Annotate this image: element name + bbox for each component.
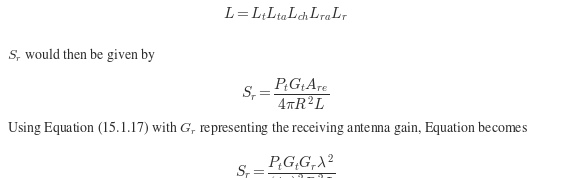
Text: Using Equation (15.1.17) with $G_r$ representing the receiving antenna gain, Equ: Using Equation (15.1.17) with $G_r$ repr… — [7, 119, 528, 137]
Text: $S_r$ would then be given by: $S_r$ would then be given by — [7, 46, 156, 64]
Text: $S_r = \dfrac{P_t G_t A_{re}}{4\pi R^2 L}$: $S_r = \dfrac{P_t G_t A_{re}}{4\pi R^2 L… — [242, 75, 329, 112]
Text: $L = L_t L_{ta} L_{ch} L_{ra} L_r$: $L = L_t L_{ta} L_{ch} L_{ra} L_r$ — [223, 5, 348, 23]
Text: $S_r = \dfrac{P_t G_t G_r \lambda^2}{(4\pi)^2 R^2 L}$: $S_r = \dfrac{P_t G_t G_r \lambda^2}{(4\… — [235, 153, 336, 178]
